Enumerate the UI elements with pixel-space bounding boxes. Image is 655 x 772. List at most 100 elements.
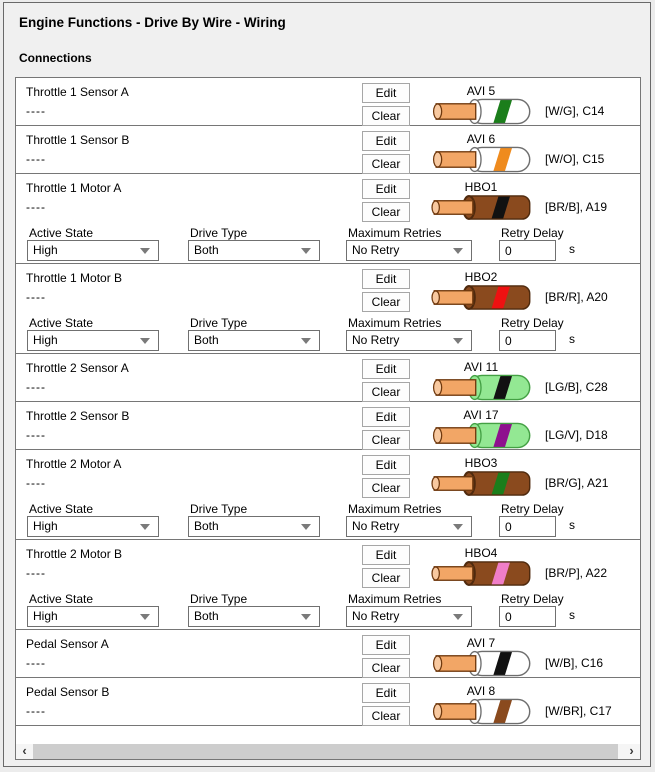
channel-label: HBO2 [464, 270, 498, 284]
clear-button[interactable]: Clear [362, 292, 410, 312]
edit-button[interactable]: Edit [362, 131, 410, 151]
pin-label: [BR/P], A22 [545, 566, 608, 580]
app-window: Engine Functions - Drive By Wire - Wirin… [3, 2, 651, 767]
chevron-down-icon [301, 338, 311, 344]
edit-button[interactable]: Edit [362, 407, 410, 427]
retry-delay-input[interactable] [499, 606, 556, 627]
connection-value: ---- [26, 200, 46, 214]
connection-options: Active State High Drive Type Both Maximu… [16, 590, 640, 630]
edit-button[interactable]: Edit [362, 545, 410, 565]
chevron-down-icon [453, 248, 463, 254]
chevron-down-icon [453, 338, 463, 344]
connection-name: Pedal Sensor A [26, 637, 109, 651]
pin-label: [W/O], C15 [545, 152, 605, 166]
clear-button[interactable]: Clear [362, 202, 410, 222]
drive-type-label: Drive Type [190, 592, 248, 606]
wire-icon [429, 698, 534, 725]
edit-button[interactable]: Edit [362, 359, 410, 379]
maximum-retries-label: Maximum Retries [348, 226, 442, 240]
wire-icon [429, 98, 534, 125]
active-state-label: Active State [29, 316, 94, 330]
drive-type-select[interactable]: Both [188, 330, 320, 351]
retry-delay-unit: s [569, 242, 575, 256]
pin-label: [BR/G], A21 [545, 476, 609, 490]
edit-button[interactable]: Edit [362, 269, 410, 289]
connection-row: Pedal Sensor A ---- Edit Clear AVI 7 [W/… [16, 630, 640, 678]
channel-label: HBO4 [464, 546, 498, 560]
channel-label: HBO1 [464, 180, 498, 194]
connection-name: Throttle 2 Sensor B [26, 409, 130, 423]
edit-button[interactable]: Edit [362, 683, 410, 703]
connection-name: Pedal Sensor B [26, 685, 110, 699]
retry-delay-input[interactable] [499, 516, 556, 537]
connection-row: Throttle 2 Motor B ---- Edit Clear HBO4 … [16, 540, 640, 630]
retry-delay-input[interactable] [499, 240, 556, 261]
maximum-retries-select[interactable]: No Retry [346, 516, 472, 537]
wire-icon [429, 422, 534, 449]
clear-button[interactable]: Clear [362, 568, 410, 588]
drive-type-label: Drive Type [190, 226, 248, 240]
pin-label: [W/G], C14 [545, 104, 605, 118]
clear-button[interactable]: Clear [362, 430, 410, 450]
pin-label: [W/BR], C17 [545, 704, 612, 718]
active-state-select[interactable]: High [27, 516, 159, 537]
active-state-select[interactable]: High [27, 330, 159, 351]
maximum-retries-label: Maximum Retries [348, 316, 442, 330]
maximum-retries-select[interactable]: No Retry [346, 606, 472, 627]
drive-type-select[interactable]: Both [188, 516, 320, 537]
clear-button[interactable]: Clear [362, 706, 410, 726]
connection-options: Active State High Drive Type Both Maximu… [16, 224, 640, 264]
scroll-right-button[interactable]: › [623, 744, 640, 759]
maximum-retries-label: Maximum Retries [348, 502, 442, 516]
channel-label: AVI 17 [463, 408, 499, 422]
connection-name: Throttle 1 Sensor B [26, 133, 130, 147]
pin-label: [LG/B], C28 [545, 380, 608, 394]
edit-button[interactable]: Edit [362, 455, 410, 475]
drive-type-label: Drive Type [190, 316, 248, 330]
retry-delay-input[interactable] [499, 330, 556, 351]
maximum-retries-select[interactable]: No Retry [346, 330, 472, 351]
channel-label: AVI 6 [466, 132, 496, 146]
channel-label: AVI 5 [466, 84, 496, 98]
maximum-retries-select[interactable]: No Retry [346, 240, 472, 261]
connection-options: Active State High Drive Type Both Maximu… [16, 500, 640, 540]
wire-icon [429, 470, 534, 497]
channel-label: AVI 8 [466, 684, 496, 698]
wire-icon [429, 650, 534, 677]
chevron-down-icon [453, 524, 463, 530]
connection-value: ---- [26, 152, 46, 166]
horizontal-scrollbar[interactable]: ‹ › [16, 744, 640, 759]
retry-delay-label: Retry Delay [501, 226, 564, 240]
chevron-down-icon [140, 614, 150, 620]
active-state-select[interactable]: High [27, 240, 159, 261]
clear-button[interactable]: Clear [362, 106, 410, 126]
connection-name: Throttle 2 Sensor A [26, 361, 129, 375]
edit-button[interactable]: Edit [362, 83, 410, 103]
clear-button[interactable]: Clear [362, 658, 410, 678]
drive-type-select[interactable]: Both [188, 606, 320, 627]
connection-name: Throttle 2 Motor B [26, 547, 123, 561]
wire-icon [429, 146, 534, 173]
connection-row: Throttle 2 Motor A ---- Edit Clear HBO3 … [16, 450, 640, 540]
clear-button[interactable]: Clear [362, 154, 410, 174]
retry-delay-unit: s [569, 608, 575, 622]
active-state-select[interactable]: High [27, 606, 159, 627]
clear-button[interactable]: Clear [362, 382, 410, 402]
active-state-label: Active State [29, 592, 94, 606]
connection-value: ---- [26, 428, 46, 442]
scrollbar-thumb[interactable] [33, 744, 618, 759]
scroll-left-button[interactable]: ‹ [16, 744, 33, 759]
clear-button[interactable]: Clear [362, 478, 410, 498]
drive-type-select[interactable]: Both [188, 240, 320, 261]
connection-value: ---- [26, 704, 46, 718]
pin-label: [W/B], C16 [545, 656, 604, 670]
edit-button[interactable]: Edit [362, 635, 410, 655]
wire-icon [429, 374, 534, 401]
wire-icon [429, 560, 534, 587]
edit-button[interactable]: Edit [362, 179, 410, 199]
wire-icon [429, 284, 534, 311]
chevron-down-icon [140, 338, 150, 344]
connection-options: Active State High Drive Type Both Maximu… [16, 314, 640, 354]
connection-value: ---- [26, 104, 46, 118]
chevron-down-icon [301, 524, 311, 530]
